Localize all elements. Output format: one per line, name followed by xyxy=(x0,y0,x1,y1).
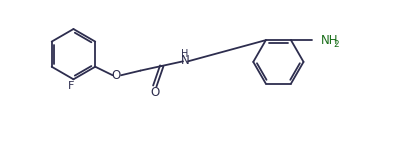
Text: O: O xyxy=(150,86,159,99)
Text: O: O xyxy=(112,69,121,82)
Text: H: H xyxy=(181,49,188,59)
Text: F: F xyxy=(68,81,75,91)
Text: N: N xyxy=(180,54,189,67)
Text: NH: NH xyxy=(320,34,337,47)
Text: 2: 2 xyxy=(332,40,338,49)
